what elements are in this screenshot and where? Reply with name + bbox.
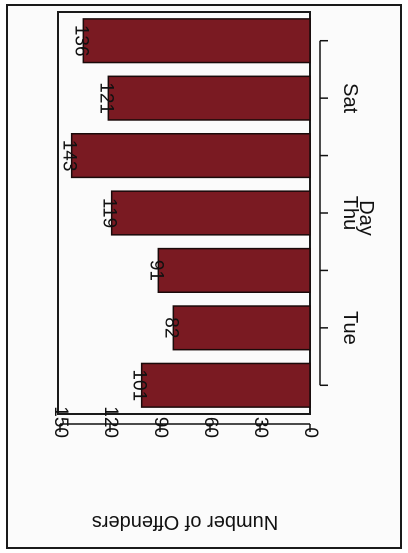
bar-value-label: 91 [145,260,166,281]
category-axis: Tue Thu Sat [319,39,361,387]
bar [140,362,311,408]
value-tick-label: 60 [200,417,221,438]
x-axis-title: Day [355,200,377,236]
bar-value-label: 101 [129,369,150,401]
value-axis: 0 30 60 90 120 150 [50,406,321,438]
bar-value-label: 82 [160,317,181,338]
bar-value-label: 119 [99,198,120,228]
value-tick-label: 120 [100,406,121,438]
bar [70,132,311,179]
bar-chart: 101 82 91 119 143 121 136 0 30 60 90 120 150 Tue Thu… [50,11,377,533]
bar-value-label: 136 [70,25,91,57]
bars-group [70,18,311,408]
bar-value-label: 121 [95,82,116,114]
value-tick-label: 150 [50,406,71,438]
value-tick-label: 30 [250,417,271,438]
bar [157,247,311,294]
chart-frame: 101 82 91 119 143 121 136 0 30 60 90 120 150 Tue Thu… [6,4,402,549]
value-tick-label: 90 [150,417,171,438]
data-labels-group: 101 82 91 119 143 121 136 [59,25,182,401]
category-tick-label: Tue [339,311,361,345]
bar-value-label: 143 [59,140,80,172]
category-tick-label: Thu [339,196,361,230]
y-axis-title: Number of Offenders [92,511,278,533]
bar [107,75,311,121]
value-tick-label: 0 [300,427,321,438]
category-tick-label: Sat [339,83,361,113]
bar [172,305,311,351]
bar [110,190,311,236]
bar [82,18,311,64]
